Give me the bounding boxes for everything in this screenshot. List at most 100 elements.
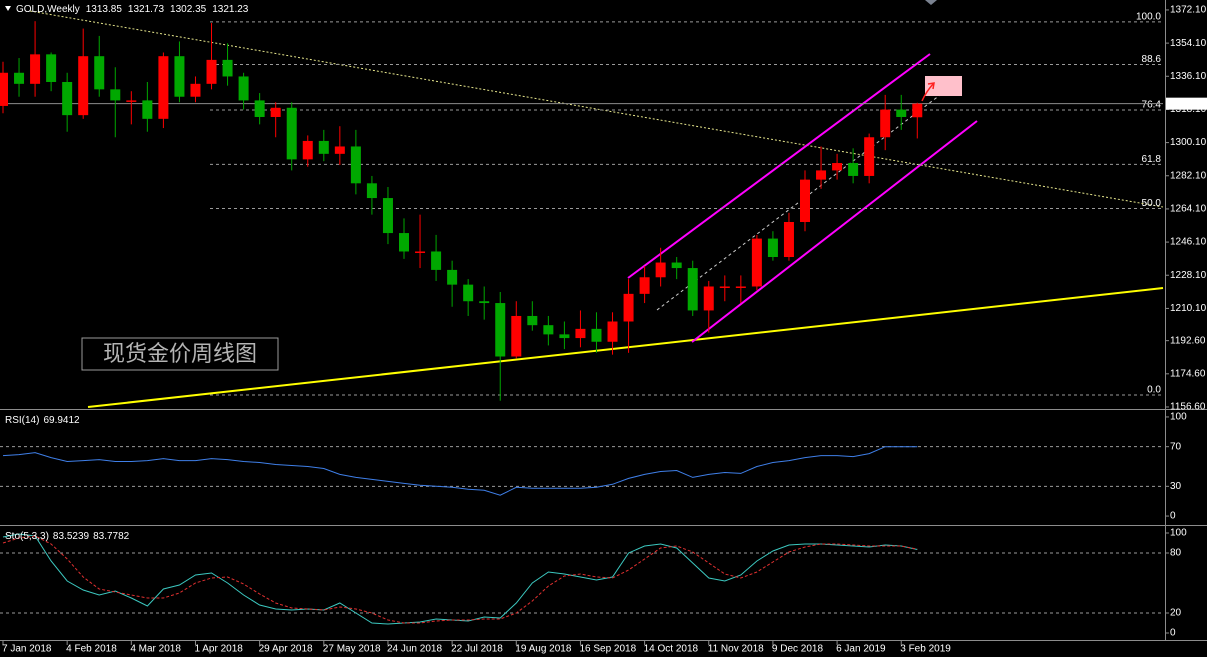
candle-body	[783, 222, 794, 258]
candle-body	[575, 328, 586, 339]
candle-body	[607, 321, 618, 342]
chart-title: GOLD,Weekly	[16, 4, 80, 15]
fib-label: 61.8	[1142, 154, 1162, 165]
y-tick-label: 1192.60	[1170, 335, 1206, 346]
x-tick-label: 6 Jan 2019	[836, 644, 886, 655]
candle-body	[158, 56, 169, 119]
x-tick-label: 19 Aug 2018	[515, 644, 572, 655]
candle-body	[447, 269, 458, 285]
pane-frame	[0, 0, 1207, 641]
ohlc-value: 1302.35	[170, 4, 207, 15]
y-tick-label: 100	[1170, 528, 1187, 539]
candle-body	[543, 325, 554, 335]
candle-body	[463, 284, 474, 302]
ohlc-value: 1313.85	[86, 4, 123, 15]
y-tick-label: 1174.60	[1170, 368, 1206, 379]
indicator-value: 83.7782	[93, 531, 130, 542]
y-tick-label: 1336.10	[1170, 71, 1207, 82]
candle-body	[864, 137, 875, 176]
indicator-value: 83.5239	[53, 531, 90, 542]
candle-body	[559, 334, 570, 339]
candle-body	[0, 72, 8, 106]
y-tick-label: 1264.10	[1170, 204, 1207, 215]
candle-body	[639, 277, 650, 294]
indicator-line	[2, 535, 918, 624]
x-tick-label: 29 Apr 2018	[259, 644, 313, 655]
annotation-box	[81, 337, 279, 371]
candle-body	[222, 59, 233, 77]
arrow-head	[927, 82, 935, 90]
candle-body	[896, 109, 907, 117]
fib-label: 88.6	[1142, 54, 1162, 65]
y-tick-label: 30	[1170, 481, 1182, 492]
candle-body	[46, 54, 57, 82]
candle-body	[912, 103, 923, 118]
fib-label: 50.0	[1142, 198, 1162, 209]
candle-body	[382, 198, 393, 234]
candle-body	[687, 268, 698, 311]
menu-icon	[5, 6, 11, 11]
candle-body	[623, 293, 634, 322]
y-tick-label: 70	[1170, 441, 1182, 452]
candle-body	[78, 56, 89, 116]
candle-body	[254, 100, 265, 117]
candle-body	[366, 183, 377, 199]
candle-body	[751, 238, 762, 287]
ohlc-value: 1321.23	[212, 4, 249, 15]
candle-body	[800, 179, 810, 223]
indicator-header: RSI(14) 69.9412	[5, 415, 80, 426]
candle-body	[527, 315, 538, 326]
candle-body	[302, 140, 313, 160]
fib-label: 100.0	[1136, 12, 1161, 23]
candle-body	[703, 286, 714, 311]
x-tick-label: 7 Jan 2018	[2, 644, 52, 655]
candle-body	[415, 251, 426, 253]
candle-body	[431, 251, 442, 270]
indicator-value: 69.9412	[43, 415, 80, 426]
candle-body	[110, 89, 121, 101]
candle-body	[495, 303, 506, 357]
price-tag	[1166, 97, 1207, 110]
x-tick-label: 1 Apr 2018	[194, 644, 243, 655]
x-tick-label: 9 Dec 2018	[772, 644, 824, 655]
y-tick-label: 0	[1170, 511, 1176, 522]
x-tick-label: 16 Sep 2018	[579, 644, 636, 655]
y-tick-label: 1246.10	[1170, 237, 1207, 248]
candle-body	[238, 76, 249, 101]
y-tick-label: 1210.10	[1170, 303, 1207, 314]
annotation: 现货金价周线图	[103, 342, 257, 367]
target-zone	[925, 76, 962, 96]
y-tick-label: 80	[1170, 548, 1182, 559]
candle-body	[591, 328, 602, 342]
indicator-line	[2, 446, 918, 496]
fib-label: 76.4	[1142, 100, 1162, 111]
fib-label: 0.0	[1147, 385, 1161, 396]
candle-body	[719, 286, 730, 288]
x-tick-label: 3 Feb 2019	[900, 644, 951, 655]
candle-body	[848, 163, 859, 176]
x-tick-label: 4 Mar 2018	[130, 644, 181, 655]
candle-body	[399, 233, 409, 252]
arrow-shaft	[921, 83, 934, 102]
candle-body	[206, 59, 217, 84]
candle-body	[880, 109, 891, 138]
y-tick-label: 1372.10	[1170, 5, 1207, 16]
indicator-title: Sto(5,3,3)	[5, 531, 49, 542]
x-tick-label: 27 May 2018	[323, 644, 381, 655]
ohlc-value: 1321.73	[128, 4, 165, 15]
chart-header: GOLD,Weekly 1313.85 1321.73 1302.35 1321.23	[16, 4, 249, 15]
candle-body	[190, 83, 201, 97]
y-tick-label: 100	[1170, 412, 1187, 423]
candle-body	[511, 315, 522, 357]
candle-body	[270, 107, 281, 117]
shift-marker	[925, 0, 937, 5]
candle-body	[655, 262, 666, 278]
candle-body	[62, 81, 73, 116]
x-tick-label: 24 Jun 2018	[387, 644, 442, 655]
indicator-line	[2, 533, 918, 625]
candle-body	[334, 146, 345, 154]
candle-body	[174, 56, 185, 97]
x-tick-label: 14 Oct 2018	[644, 644, 699, 655]
channel-middle	[656, 94, 941, 311]
candle-body	[735, 286, 746, 288]
